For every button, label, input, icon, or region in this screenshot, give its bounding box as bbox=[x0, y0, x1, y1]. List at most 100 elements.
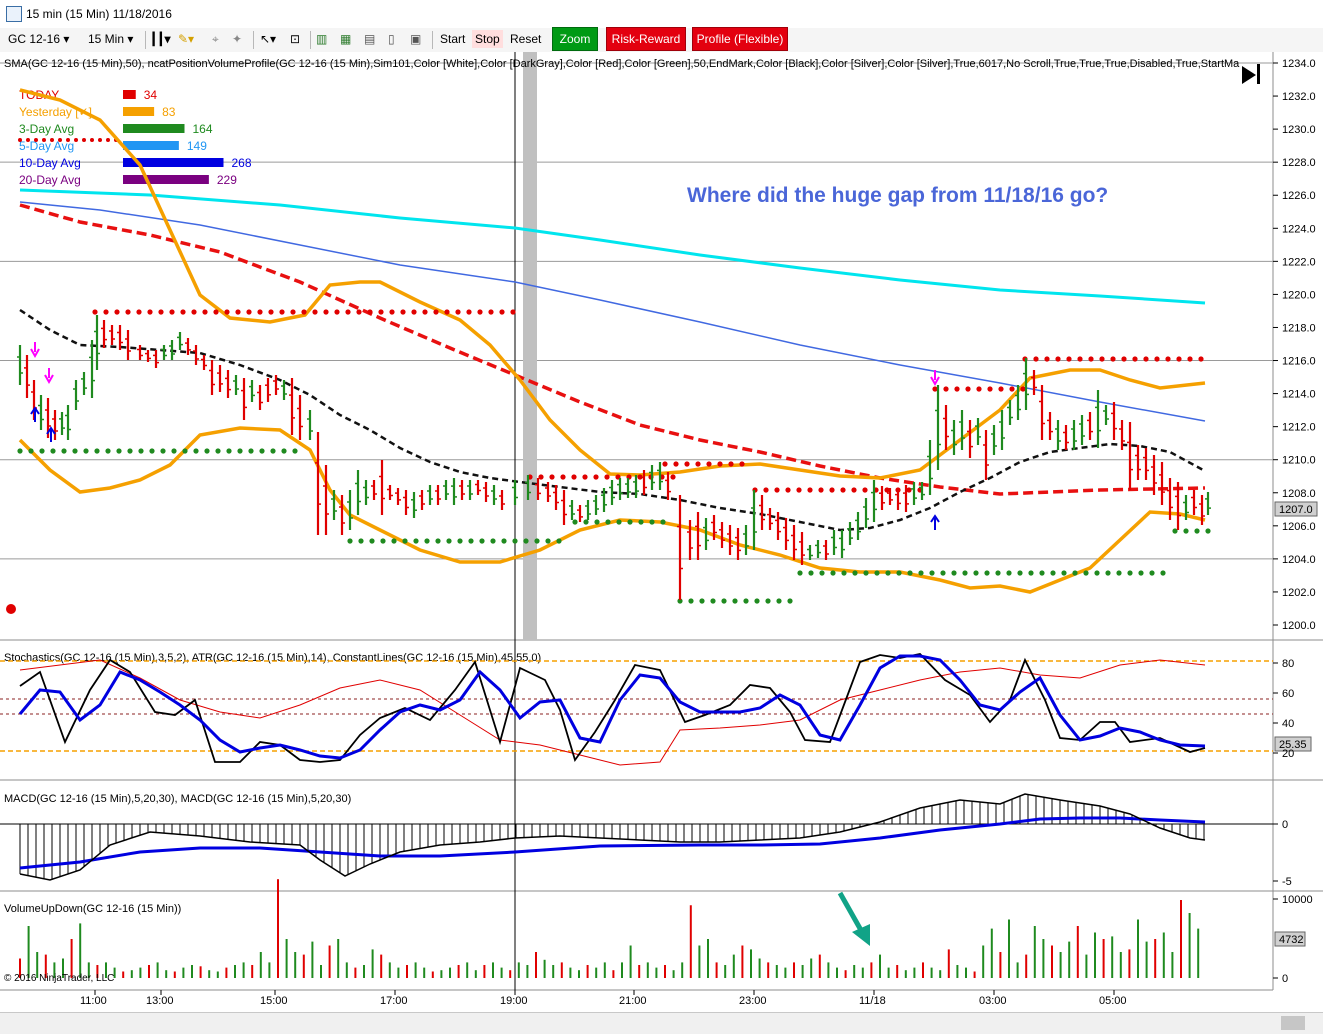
time-tick-label: 13:00 bbox=[146, 995, 174, 1007]
chart-canvas[interactable]: 1234.0 1232.0 1230.0 1228.0 1226.0 1224.0 1222… bbox=[0, 52, 1323, 1012]
reset-button[interactable]: Reset bbox=[510, 32, 542, 46]
stop-button[interactable]: Stop bbox=[472, 30, 503, 48]
separator bbox=[310, 31, 311, 49]
signal-arrows bbox=[30, 342, 940, 530]
price-tick-label: 1216.0 bbox=[1282, 356, 1316, 368]
legend-value: 229 bbox=[217, 173, 237, 187]
time-tick-label: 17:00 bbox=[380, 995, 408, 1007]
price-tick-label: 1230.0 bbox=[1282, 124, 1316, 136]
price-tick-label: 1200.0 bbox=[1282, 620, 1316, 632]
candles-icon[interactable]: ▦ bbox=[340, 32, 352, 46]
separator bbox=[432, 31, 433, 49]
time-tick-label: 11/18 bbox=[859, 995, 886, 1007]
horizontal-scrollbar[interactable] bbox=[0, 1012, 1323, 1034]
macd-indicator-label: MACD(GC 12-16 (15 Min),5,20,30), MACD(GC… bbox=[4, 793, 351, 805]
price-tick-label: 1208.0 bbox=[1282, 488, 1316, 500]
legend-bar bbox=[123, 158, 224, 167]
wand-icon[interactable]: ✦ bbox=[232, 32, 243, 46]
window-title: 15 min (15 Min) 11/18/2016 bbox=[26, 7, 172, 21]
macd-tick-label: 0 bbox=[1282, 819, 1288, 831]
data-box-icon[interactable]: ▯ bbox=[388, 32, 395, 46]
legend-bar bbox=[123, 124, 185, 133]
stoch-axis: 80 60 40 20 bbox=[1273, 658, 1294, 760]
sma-blue-line bbox=[19, 201, 1206, 422]
stoch-d-line bbox=[18, 654, 1206, 760]
interval-selector[interactable]: 15 Min ▾ bbox=[88, 32, 134, 46]
price-tick-label: 1210.0 bbox=[1282, 455, 1316, 467]
volume-tick-label: 10000 bbox=[1282, 894, 1313, 906]
scroll-end-icon[interactable] bbox=[1242, 66, 1256, 84]
price-tick-label: 1212.0 bbox=[1282, 422, 1316, 434]
price-tick-label: 1220.0 bbox=[1282, 289, 1316, 301]
scroll-thumb[interactable] bbox=[1281, 1016, 1305, 1030]
time-tick-label: 11:00 bbox=[80, 995, 107, 1007]
stoch-tick-label: 20 bbox=[1282, 748, 1294, 760]
volume-bars bbox=[19, 879, 1200, 978]
price-tick-label: 1226.0 bbox=[1282, 190, 1316, 202]
price-tick-label: 1218.0 bbox=[1282, 322, 1316, 334]
time-tick-label: 05:00 bbox=[1099, 995, 1127, 1007]
stoch-tick-label: 40 bbox=[1282, 718, 1294, 730]
bar-type-icon[interactable]: ┃┃▾ bbox=[150, 32, 171, 46]
bollinger-upper-line bbox=[19, 88, 1206, 480]
ninjatrader-logo-icon bbox=[6, 604, 16, 614]
legend-bar bbox=[123, 175, 209, 184]
separator bbox=[145, 31, 146, 49]
ma-black-line bbox=[19, 308, 1206, 532]
price-tick-label: 1204.0 bbox=[1282, 554, 1316, 566]
volume-tick-label: 0 bbox=[1282, 973, 1288, 985]
time-tick-label: 03:00 bbox=[979, 995, 1007, 1007]
price-indicator-label: SMA(GC 12-16 (15 Min),50), ncatPositionV… bbox=[4, 58, 1240, 70]
legend-value: 83 bbox=[162, 105, 176, 119]
price-tick-label: 1232.0 bbox=[1282, 91, 1316, 103]
zoom-box-icon[interactable]: ⊡ bbox=[290, 32, 301, 46]
time-tick-label: 23:00 bbox=[739, 995, 767, 1007]
sma-cyan-line bbox=[19, 188, 1206, 305]
properties-icon[interactable]: ▤ bbox=[364, 32, 376, 46]
title-bar: 15 min (15 Min) 11/18/2016 bbox=[0, 0, 1323, 29]
legend-value: 34 bbox=[144, 88, 158, 102]
price-tick-label: 1206.0 bbox=[1282, 521, 1316, 533]
session-break-bar bbox=[523, 52, 537, 640]
separator bbox=[253, 31, 254, 49]
legend-bar bbox=[123, 107, 155, 116]
legend-bar bbox=[123, 90, 136, 99]
time-tick-label: 15:00 bbox=[260, 995, 288, 1007]
annotation-text: Where did the huge gap from 11/18/16 go? bbox=[687, 184, 1108, 207]
teal-arrow-icon bbox=[837, 891, 870, 946]
sma-red-line bbox=[19, 203, 1206, 496]
time-tick-label: 19:00 bbox=[500, 995, 528, 1007]
stoch-current-badge: 25.35 bbox=[1279, 739, 1307, 751]
screenshot-icon[interactable]: ▣ bbox=[410, 32, 422, 46]
time-tick-label: 21:00 bbox=[619, 995, 647, 1007]
chart-area[interactable]: 1234.0 1232.0 1230.0 1228.0 1226.0 1224.0 1222… bbox=[0, 52, 1323, 1012]
zoom-button[interactable]: Zoom bbox=[552, 27, 598, 51]
ohlc-bars bbox=[17, 315, 1211, 600]
price-tick-label: 1214.0 bbox=[1282, 389, 1316, 401]
chart-app-icon bbox=[6, 6, 22, 22]
chart-style-icon[interactable]: ▥ bbox=[316, 32, 328, 46]
start-button[interactable]: Start bbox=[440, 32, 466, 46]
price-axis: 1234.0 1232.0 1230.0 1228.0 1226.0 1224.0 1222… bbox=[1273, 58, 1316, 632]
scroll-end-icon-bar bbox=[1257, 64, 1260, 84]
risk-reward-button[interactable]: Risk-Reward bbox=[606, 27, 686, 51]
time-axis: 11:00 13:00 15:00 17:00 19:00 21:00 23:00 11/18… bbox=[80, 990, 1127, 1007]
bollinger-lower-line bbox=[18, 426, 1206, 594]
atr-line bbox=[19, 659, 1206, 766]
macd-axis: 0 -5 bbox=[1273, 819, 1292, 888]
legend-label: 20-Day Avg bbox=[19, 173, 81, 187]
instrument-selector[interactable]: GC 12-16 ▾ bbox=[8, 32, 70, 46]
stoch-tick-label: 60 bbox=[1282, 688, 1294, 700]
price-tick-label: 1202.0 bbox=[1282, 587, 1316, 599]
legend-bar bbox=[123, 141, 179, 150]
price-tick-label: 1234.0 bbox=[1282, 58, 1316, 70]
volume-indicator-label: VolumeUpDown(GC 12-16 (15 Min)) bbox=[4, 903, 181, 915]
pencil-icon[interactable]: ✎▾ bbox=[178, 32, 195, 46]
profile-flexible-button[interactable]: Profile (Flexible) bbox=[692, 27, 788, 51]
macd-tick-label: -5 bbox=[1282, 876, 1292, 888]
magnet-icon[interactable]: ⌖ bbox=[212, 32, 219, 46]
legend-value: 268 bbox=[232, 156, 252, 170]
price-tick-label: 1222.0 bbox=[1282, 256, 1316, 268]
cursor-icon[interactable]: ↖▾ bbox=[260, 32, 277, 46]
